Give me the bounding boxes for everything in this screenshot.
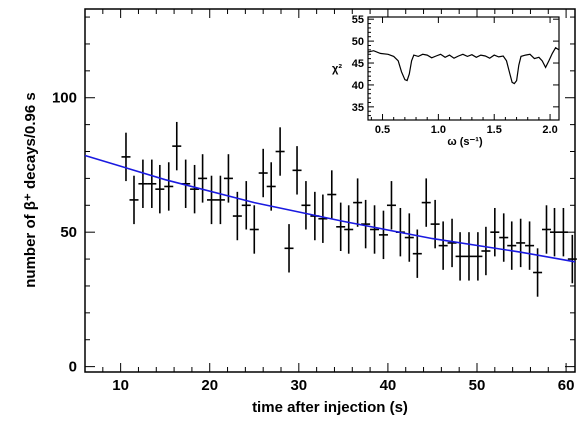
data-point <box>275 127 285 176</box>
inset-x-axis-label: ω (s⁻¹) <box>447 136 483 148</box>
y-tick-label: 100 <box>52 90 77 107</box>
x-tick-label: 50 <box>469 377 486 394</box>
data-point <box>464 232 474 281</box>
data-point <box>198 154 208 203</box>
data-point <box>473 232 483 281</box>
data-point <box>138 159 148 208</box>
data-point <box>541 205 551 254</box>
y-tick-label: 50 <box>60 224 77 241</box>
data-point <box>533 248 543 297</box>
data-point <box>361 199 371 249</box>
main-axis-ticks: 10 20 30 40 50 60 0 50 100 <box>52 9 575 394</box>
inset-y-tick-label: 50 <box>352 36 364 48</box>
main-plot-frame <box>84 8 576 373</box>
data-point <box>481 226 491 276</box>
inset-y-tick-label: 35 <box>352 102 364 114</box>
data-point <box>525 221 535 270</box>
data-point <box>378 210 388 260</box>
data-point <box>215 175 225 225</box>
data-point <box>301 181 311 230</box>
inset-y-tick-label: 45 <box>352 58 364 70</box>
main-data-points <box>121 121 577 297</box>
data-point <box>249 205 259 254</box>
main-plot: 10 20 30 40 50 60 0 50 100 time after injection … <box>22 8 577 416</box>
data-point <box>258 148 268 198</box>
data-point <box>447 218 457 268</box>
data-point <box>353 178 363 227</box>
data-point <box>370 205 380 254</box>
inset-x-tick-label: 1.5 <box>487 124 502 136</box>
x-axis-label: time after injection (s) <box>252 399 408 416</box>
inset-plot: 0.5 1.0 1.5 2.0 35 40 45 50 55 ω (s⁻¹) χ² <box>332 14 560 148</box>
data-point <box>232 191 242 241</box>
data-point <box>327 170 337 219</box>
y-axis-label: number of β⁺ decays/0.96 s <box>22 92 39 287</box>
data-point <box>336 202 346 251</box>
data-point <box>292 146 302 195</box>
inset-axis-ticks: 0.5 1.0 1.5 2.0 35 40 45 50 55 <box>352 14 559 136</box>
inset-x-tick-label: 0.5 <box>375 124 390 136</box>
data-point <box>121 132 131 182</box>
inset-y-tick-label: 55 <box>352 14 364 26</box>
data-point <box>266 162 276 211</box>
data-point <box>155 164 165 214</box>
x-tick-label: 30 <box>290 377 307 394</box>
data-point <box>430 199 440 249</box>
inset-y-axis-label: χ² <box>332 63 342 75</box>
inset-x-tick-label: 1.0 <box>431 124 446 136</box>
inset-plot-frame <box>367 16 560 121</box>
data-point <box>507 221 517 270</box>
data-point <box>412 229 422 278</box>
data-point <box>386 181 396 230</box>
data-point <box>129 175 139 225</box>
fit-curve <box>84 154 576 263</box>
data-point <box>516 218 526 268</box>
data-point <box>164 162 174 211</box>
data-point <box>223 154 233 203</box>
data-point <box>550 207 560 257</box>
data-point <box>172 121 182 171</box>
inset-background <box>368 17 559 120</box>
data-point <box>421 178 431 227</box>
x-tick-label: 20 <box>201 377 218 394</box>
data-point <box>455 232 465 281</box>
y-tick-label: 0 <box>69 359 77 376</box>
data-point <box>318 194 328 243</box>
x-tick-label: 10 <box>112 377 129 394</box>
inset-y-tick-label: 40 <box>352 80 364 92</box>
data-point <box>404 213 414 262</box>
data-point <box>499 213 509 262</box>
x-tick-label: 40 <box>380 377 397 394</box>
x-tick-label: 60 <box>558 377 575 394</box>
inset-x-tick-label: 2.0 <box>542 124 557 136</box>
data-point <box>284 224 294 273</box>
chi-squared-curve <box>367 46 560 85</box>
data-point <box>207 175 217 225</box>
data-point <box>147 159 157 208</box>
data-point <box>344 205 354 254</box>
data-point <box>558 207 568 257</box>
data-point <box>190 164 200 214</box>
data-point <box>241 181 251 230</box>
data-point <box>567 234 577 284</box>
data-point <box>438 221 448 270</box>
